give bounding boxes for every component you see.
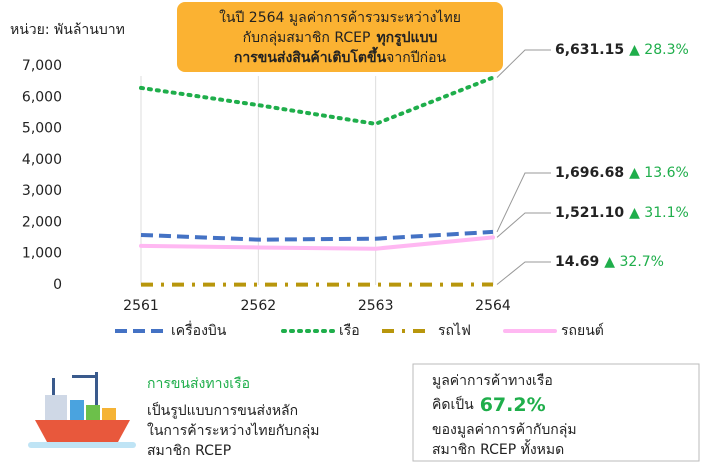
series-line (139, 75, 495, 126)
ship-title: การขนส่งทางเรือ (147, 376, 250, 392)
legend-label: รถไฟ (438, 322, 471, 339)
x-tick-label: 2562 (241, 298, 277, 314)
value-label: 6,631.15 ▲ 28.3% (555, 42, 689, 58)
value-label-text: 1,696.68 (555, 165, 624, 181)
y-tick-label: 1,000 (22, 246, 62, 262)
share-value: 67.2% (480, 394, 546, 416)
ship-icon (28, 372, 136, 448)
leader-line (496, 49, 551, 78)
unit-label: หน่วย: พันล้านบาท (10, 22, 125, 38)
legend-label: เรือ (339, 323, 360, 339)
share-box (412, 363, 700, 462)
leader-line (496, 261, 551, 285)
y-tick-label: 4,000 (22, 152, 62, 168)
legend-label: เครื่องบิน (171, 321, 227, 339)
callout-bold: ทุกรูปแบบ (376, 30, 437, 46)
callout-line: กับกลุ่มสมาชิก RCEP ทุกรูปแบบ (243, 30, 438, 46)
x-tick-label: 2561 (123, 298, 159, 314)
leader-line (496, 212, 551, 238)
y-tick-label: 5,000 (22, 121, 62, 137)
y-tick-label: 3,000 (22, 183, 62, 199)
share-prefix: คิดเป็น (432, 395, 474, 413)
y-tick-label: 7,000 (22, 58, 62, 74)
growth-label: ▲ 28.3% (629, 42, 689, 58)
ship-text: สมาชิก RCEP (147, 443, 231, 459)
growth-label: ▲ 13.6% (629, 165, 689, 181)
ship-text: ในการค้าระหว่างไทยกับกลุ่ม (147, 422, 319, 439)
legend-label: รถยนต์ (561, 322, 604, 339)
callout-line: การขนส่งสินค้าเติบโตขึ้นจากปีก่อน (234, 46, 447, 66)
value-label: 14.69 ▲ 32.7% (555, 254, 664, 270)
leader-line (496, 172, 551, 233)
value-label-text: 6,631.15 (555, 42, 624, 58)
value-label: 1,521.10 ▲ 31.1% (555, 205, 689, 221)
callout-text: จากปีก่อน (386, 50, 446, 66)
x-tick-label: 2564 (475, 298, 511, 314)
x-tick-label: 2563 (358, 298, 394, 314)
callout-line: ในปี 2564 มูลค่าการค้ารวมระหว่างไทย (219, 9, 461, 26)
callout-bold: การขนส่งสินค้าเติบโตขึ้น (234, 46, 387, 66)
value-label-text: 14.69 (555, 254, 599, 270)
share-text: ของมูลค่าการค้ากับกลุ่ม (432, 422, 577, 438)
value-label-text: 1,521.10 (555, 205, 624, 221)
callout-text: กับกลุ่มสมาชิก RCEP (243, 30, 371, 46)
y-tick-label: 2,000 (22, 214, 62, 230)
y-tick-label: 0 (53, 277, 62, 293)
growth-label: ▲ 32.7% (604, 254, 664, 270)
share-text: มูลค่าการค้าทางเรือ (432, 373, 553, 389)
ship-text: เป็นรูปแบบการขนส่งหลัก (147, 401, 298, 419)
series-line (139, 235, 495, 251)
y-tick-label: 6,000 (22, 89, 62, 105)
share-text: สมาชิก RCEP ทั้งหมด (432, 439, 564, 458)
value-label: 1,696.68 ▲ 13.6% (555, 165, 689, 181)
series-line (140, 229, 494, 242)
callout-box (177, 2, 503, 72)
share-text: คิดเป็น 67.2% (432, 394, 546, 416)
growth-label: ▲ 31.1% (629, 205, 689, 221)
